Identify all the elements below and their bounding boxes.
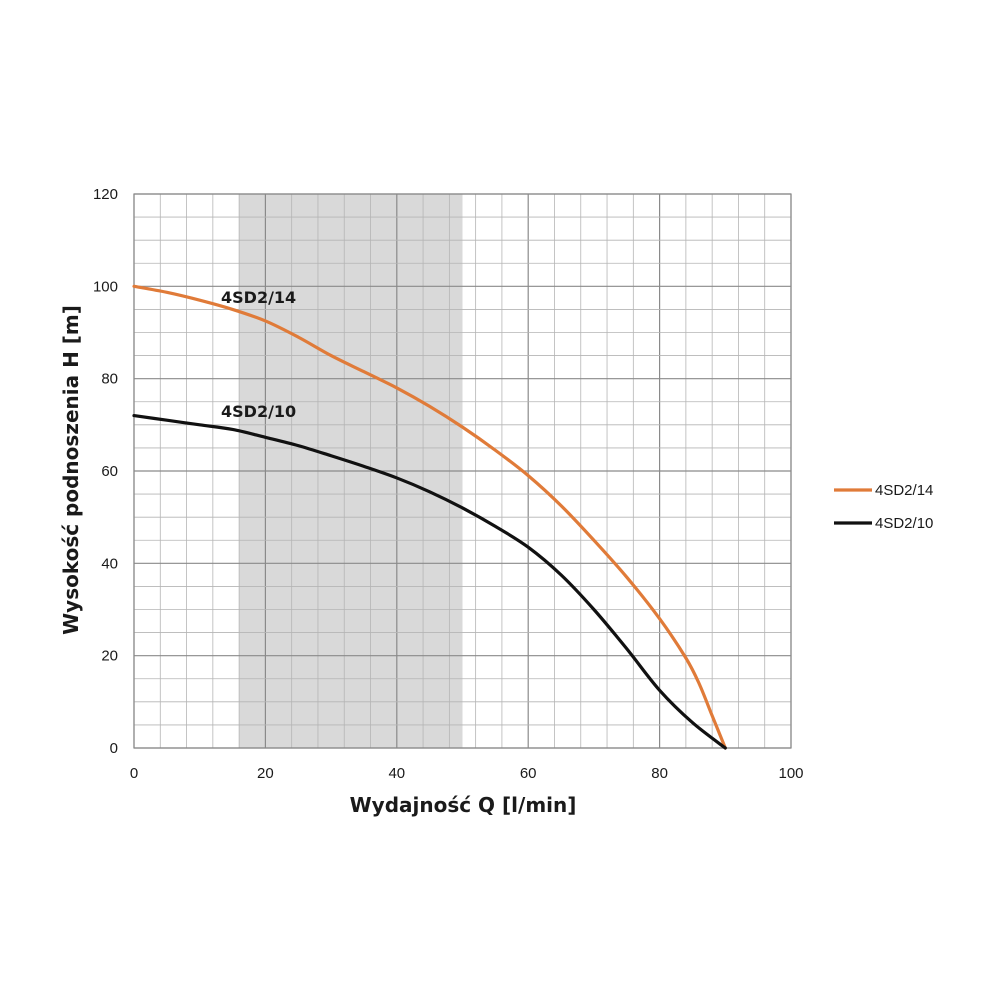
- y-axis-title: Wysokość podnoszenia H [m]: [59, 305, 83, 635]
- curve-label: 4SD2/14: [221, 288, 296, 307]
- x-axis-title: Wydajność Q [l/min]: [350, 793, 577, 817]
- x-tick-label: 60: [520, 765, 537, 782]
- series-line-4sd2-14: [132, 284, 727, 750]
- x-tick-label: 40: [388, 765, 405, 782]
- y-tick-label: 100: [93, 278, 118, 295]
- series-lines: [132, 284, 727, 750]
- x-tick-label: 100: [778, 765, 803, 782]
- y-tick-label: 20: [101, 648, 118, 665]
- series-line-4sd2-10: [132, 414, 727, 750]
- x-tick-label: 80: [651, 765, 668, 782]
- legend-label: 4SD2/10: [875, 515, 933, 532]
- y-tick-label: 60: [101, 463, 118, 480]
- plot-border: [133, 193, 792, 749]
- y-tick-label: 120: [93, 186, 118, 203]
- curve-labels: 4SD2/14 4SD2/10: [221, 288, 296, 421]
- y-tick-label: 80: [101, 371, 118, 388]
- y-tick-label: 0: [110, 740, 118, 757]
- curve-label: 4SD2/10: [221, 402, 296, 421]
- tick-labels: 0 20 40 60 80 100 0 20 40 60 80 100 120: [93, 186, 804, 782]
- y-tick-label: 40: [101, 555, 118, 572]
- legend-label: 4SD2/14: [875, 482, 933, 499]
- legend: 4SD2/14 4SD2/10: [834, 482, 933, 532]
- x-tick-label: 20: [257, 765, 274, 782]
- x-tick-label: 0: [130, 765, 138, 782]
